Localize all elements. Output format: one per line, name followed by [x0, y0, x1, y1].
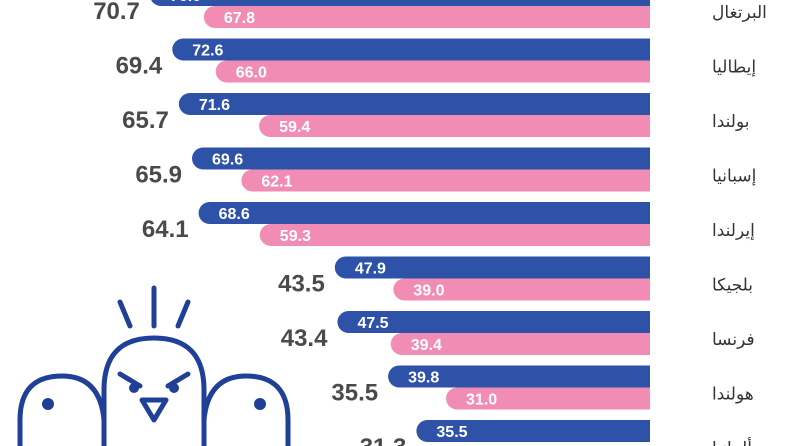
bar-series-2 [203, 6, 650, 28]
bar-value-label-series-2: 67.8 [224, 10, 255, 27]
center-bird-icon [101, 335, 207, 446]
bar-series-1 [172, 38, 650, 61]
country-label: إسبانيا [712, 167, 756, 187]
center-bird-beak-icon [139, 397, 169, 423]
country-label: هولندا [712, 385, 754, 405]
country-label: البرتغال [712, 3, 767, 23]
bar-value-label-series-1: 71.6 [199, 97, 230, 114]
bar-value-label-series-1: 35.5 [436, 424, 467, 441]
right-bird-eye-icon [254, 398, 266, 410]
country-label: إيطاليا [712, 58, 756, 78]
bar-series-2 [215, 60, 650, 83]
bar-series-1 [416, 420, 650, 442]
bar-value-label-series-1: 76.0 [170, 0, 201, 5]
country-label: إيرلندا [712, 221, 755, 241]
right-bird-icon [201, 373, 291, 446]
bar-series-1 [192, 147, 651, 170]
bar-value-label-series-2: 66.0 [236, 65, 267, 82]
bar-series-2 [259, 115, 650, 137]
bar-value-label-series-1: 39.8 [408, 370, 439, 387]
country-label: بلجيكا [712, 276, 753, 296]
bar-value-label-series-2: 62.1 [261, 174, 292, 191]
average-label: 43.4 [281, 325, 328, 352]
bar-series-1 [178, 93, 650, 115]
bar-series-2 [390, 333, 650, 355]
average-label: 35.5 [331, 380, 378, 407]
average-label: 69.4 [116, 53, 163, 80]
bar-series-1 [198, 202, 651, 224]
bar-value-label-series-2: 59.4 [279, 119, 310, 136]
bar-value-label-series-1: 68.6 [219, 206, 250, 223]
country-label: فرنسا [712, 330, 755, 350]
labels-layer: 67.8 76.0 70.7 البرتغال 66.0 72.6 69.4 إيطاليا 5… [93, 0, 767, 446]
country-label: بولندا [712, 112, 749, 132]
country-label: ألمانيا [712, 437, 752, 446]
bar-value-label-series-1: 47.5 [357, 315, 388, 332]
left-bird-eye-icon [42, 398, 54, 410]
bar-series-2 [446, 387, 650, 410]
bar-value-label-series-2: 59.3 [280, 228, 311, 245]
bars-layer [151, 0, 651, 442]
bar-value-label-series-2: 31.0 [466, 392, 497, 409]
bar-value-label-series-2: 39.4 [411, 337, 442, 354]
bar-series-1 [337, 311, 650, 333]
center-bird-eye-right-icon [169, 383, 179, 393]
bar-series-1 [388, 365, 650, 388]
average-label: 64.1 [142, 216, 189, 243]
bar-value-label-series-1: 47.9 [355, 261, 386, 278]
bar-series-1 [334, 256, 650, 279]
average-label: 31.3 [360, 434, 407, 446]
average-label: 65.7 [122, 107, 169, 134]
alarm-stroke-right-icon [175, 299, 191, 329]
average-label: 43.5 [278, 271, 325, 298]
worried-birds-icon [17, 285, 291, 446]
center-bird-eye-left-icon [129, 383, 139, 393]
bar-series-2 [241, 169, 650, 192]
bar-series-1 [151, 0, 650, 6]
bar-value-label-series-2: 39.0 [413, 283, 444, 300]
average-label: 65.9 [135, 162, 182, 189]
bar-value-label-series-1: 72.6 [192, 43, 223, 60]
bar-value-label-series-1: 69.6 [212, 152, 243, 169]
bar-series-2 [259, 224, 650, 246]
bar-series-2 [393, 278, 650, 301]
average-label: 70.7 [93, 0, 140, 25]
left-bird-icon [17, 373, 107, 446]
alarm-stroke-left-icon [117, 299, 133, 329]
